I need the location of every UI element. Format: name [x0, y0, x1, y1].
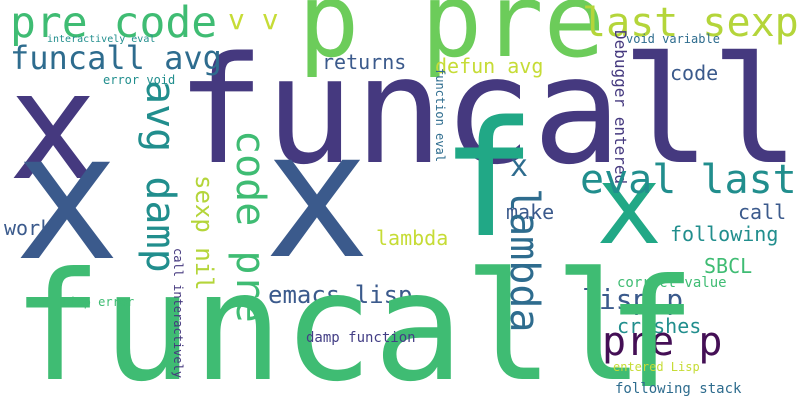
word-4: v v	[228, 3, 279, 36]
word-39: call interactively	[171, 248, 185, 379]
word-35: crashes	[617, 314, 702, 338]
word-10: defun avg	[435, 54, 544, 78]
word-32: lisp p	[582, 283, 684, 316]
word-30: SBCL	[704, 254, 753, 278]
word-12: code	[670, 61, 719, 85]
word-22: eval last	[580, 157, 797, 203]
word-33: correct value	[617, 275, 727, 291]
word-14: function eval	[433, 68, 447, 162]
word-25: call	[738, 200, 787, 224]
word-27: work	[4, 216, 53, 240]
word-40: damp function	[306, 330, 416, 346]
word-36: funcall	[12, 241, 645, 400]
word-16: x	[264, 93, 370, 298]
word-11: void variable	[626, 32, 720, 46]
word-3: pre code	[10, 0, 218, 48]
word-23: x	[510, 149, 529, 184]
word-29: lambda	[501, 188, 547, 333]
word-2: p pre	[298, 0, 606, 81]
word-9: returns	[322, 50, 407, 74]
word-18: x	[596, 141, 663, 269]
word-28: lambda	[376, 226, 449, 250]
word-21: sexp nil	[190, 175, 218, 291]
word-6: funcall avg	[10, 39, 222, 77]
word-42: following stack	[615, 381, 742, 397]
word-19: avg damp	[137, 80, 183, 273]
word-17: f	[440, 86, 537, 273]
word-41: entered Lisp	[613, 360, 700, 374]
word-31: emacs lisp	[268, 281, 413, 309]
word-13: Debugger entered	[611, 30, 630, 185]
word-24: make	[506, 200, 555, 224]
word-37: f	[606, 248, 697, 400]
word-26: following	[670, 222, 779, 246]
word-20: code pre	[227, 130, 273, 323]
word-5: last sexp	[582, 0, 799, 46]
word-1: x	[8, 40, 99, 214]
word-34: pre p	[602, 319, 723, 365]
word-15: x	[14, 95, 120, 300]
word-0: funcall	[176, 25, 800, 197]
word-38: Lisp error	[62, 295, 135, 309]
word-7: interactively eval	[47, 34, 156, 45]
word-8: error void	[103, 73, 176, 87]
